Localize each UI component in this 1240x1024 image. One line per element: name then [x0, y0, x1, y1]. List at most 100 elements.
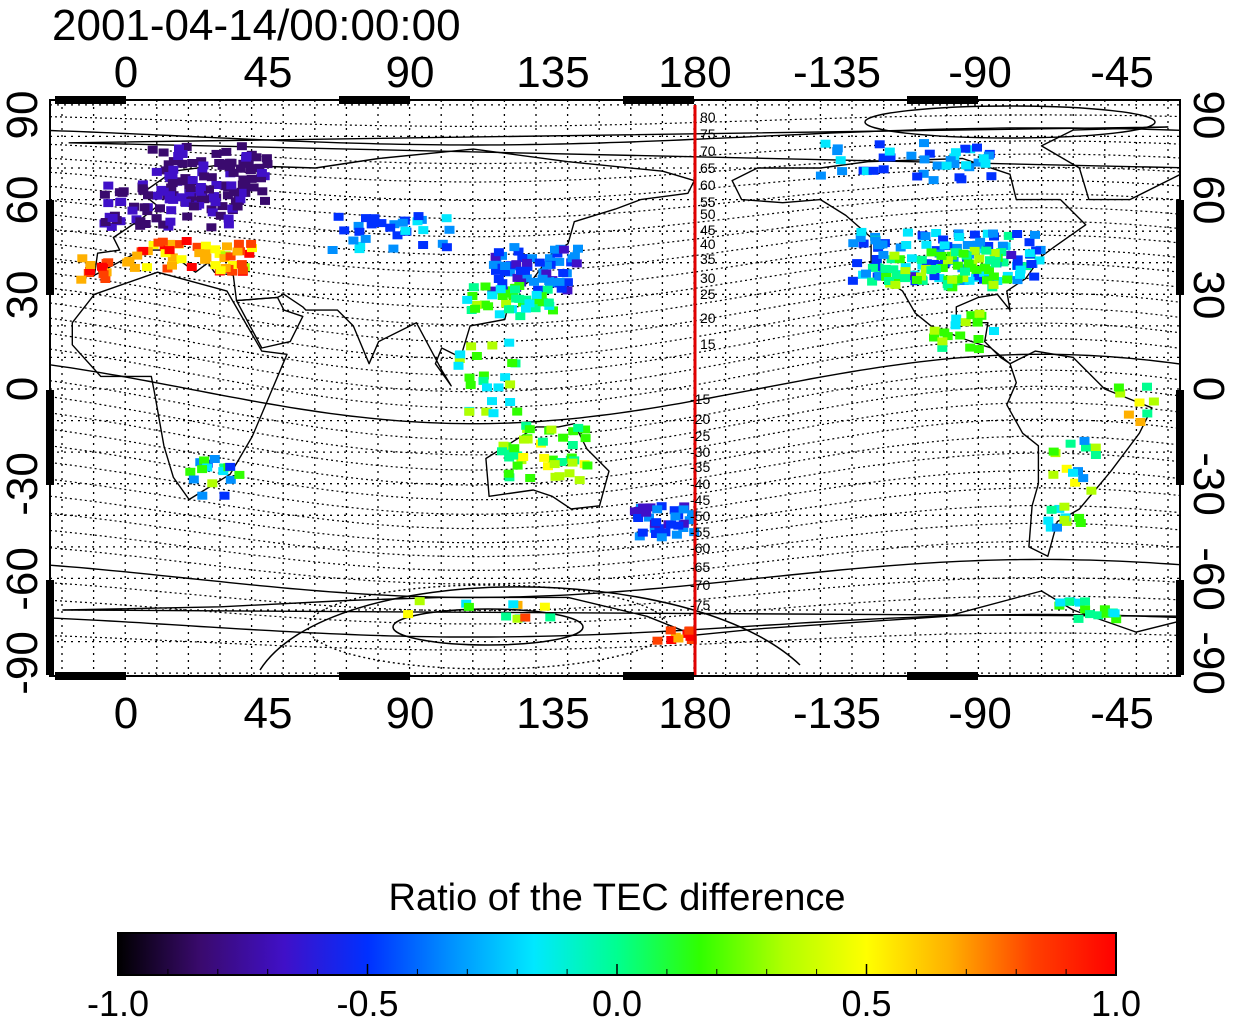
tec-ratio-cell: [222, 242, 232, 251]
geomagnetic-contour: [50, 577, 1180, 612]
right-latitude-label: 60: [1184, 176, 1233, 225]
tec-ratio-cell: [509, 243, 520, 252]
tec-ratio-cell: [1055, 598, 1066, 607]
frame-bar-segment: [55, 96, 126, 104]
tec-ratio-cell: [941, 161, 952, 170]
bottom-longitude-label: -45: [1090, 689, 1154, 738]
tec-ratio-cell: [85, 261, 96, 269]
contour-label: -70: [690, 577, 710, 593]
tec-ratio-cell: [906, 151, 917, 160]
tec-ratio-cell: [166, 183, 177, 192]
tec-ratio-cell: [463, 602, 474, 611]
tec-ratio-cell: [240, 182, 251, 191]
geomagnetic-contour: [50, 353, 1180, 425]
tec-ratio-cell: [641, 508, 652, 517]
tec-ratio-cell: [930, 265, 941, 273]
tec-ratio-cell: [1059, 502, 1070, 511]
tec-ratio-cell: [567, 441, 578, 449]
tec-ratio-cell: [884, 147, 895, 156]
tec-ratio-cell: [1099, 605, 1110, 614]
tec-ratio-cell: [666, 636, 677, 644]
tec-ratio-cell: [958, 249, 969, 258]
tec-ratio-cell: [1068, 468, 1078, 477]
tec-ratio-cell: [181, 142, 192, 151]
tec-ratio-cell: [498, 441, 509, 450]
tec-ratio-cell: [366, 220, 377, 229]
tec-ratio-cell: [1034, 256, 1045, 265]
tec-ratio-cell: [188, 202, 199, 211]
tec-ratio-cell: [234, 470, 245, 479]
tec-ratio-cell: [413, 212, 424, 221]
tec-ratio-cell: [975, 237, 986, 246]
tec-ratio-cell: [168, 157, 179, 166]
tec-ratio-cell: [453, 361, 464, 370]
tec-ratio-cell: [151, 167, 162, 176]
tec-ratio-cell: [184, 189, 195, 197]
tec-ratio-cell: [515, 312, 526, 321]
tec-ratio-cell: [414, 597, 425, 606]
geomagnetic-contour: [50, 402, 1180, 471]
right-latitude-label: -90: [1184, 631, 1233, 695]
tec-ratio-cell: [1142, 382, 1152, 391]
tec-ratio-cell: [187, 196, 198, 205]
tec-ratio-cell: [520, 613, 531, 622]
geomagnetic-contour: [50, 595, 1180, 625]
tec-ratio-cell: [158, 148, 169, 157]
tec-ratio-cell: [491, 266, 501, 275]
contour-label: -65: [690, 559, 710, 575]
tec-ratio-cell: [920, 264, 931, 273]
geomagnetic-contour: [50, 166, 1180, 201]
tec-ratio-cell: [969, 230, 980, 239]
tec-ratio-cell: [209, 192, 219, 201]
tec-ratio-cell: [638, 503, 649, 512]
tec-ratio-cell: [666, 520, 677, 529]
tec-ratio-cell: [232, 247, 243, 256]
tec-ratio-cell: [505, 261, 516, 270]
tec-ratio-cell: [501, 299, 512, 308]
tec-ratio-cell: [562, 278, 573, 287]
tec-ratio-cell: [947, 275, 958, 284]
tec-ratio-cell: [225, 462, 236, 471]
tec-ratio-cell: [1134, 398, 1145, 407]
left-latitude-label: 90: [0, 91, 47, 140]
tec-ratio-cell: [165, 217, 176, 226]
frame-bar-segment: [46, 580, 54, 675]
tec-ratio-cell: [215, 211, 226, 220]
tec-ratio-cell: [462, 295, 473, 304]
tec-ratio-cell: [847, 276, 858, 285]
geomagnetic-contour: [50, 369, 1180, 440]
tec-ratio-cell: [106, 222, 117, 231]
geomagnetic-contour: [50, 469, 1180, 530]
tec-ratio-cell: [894, 255, 905, 264]
tec-ratio-cell: [549, 460, 560, 469]
tec-ratio-cell: [684, 516, 695, 525]
tec-ratio-cell: [497, 447, 507, 456]
tec-ratio-cell: [815, 171, 826, 180]
arabia-coastline: [235, 296, 304, 349]
tec-ratio-cell: [556, 284, 567, 293]
tec-ratio-cell: [224, 158, 235, 167]
tec-ratio-cell: [984, 266, 994, 275]
tec-ratio-cell: [958, 274, 969, 283]
tec-ratio-cell: [1015, 270, 1025, 279]
tec-ratio-cell: [220, 264, 231, 272]
top-longitude-label: -90: [948, 48, 1012, 97]
tec-ratio-cell: [654, 524, 665, 533]
tec-ratio-cell: [545, 254, 555, 263]
tec-ratio-cell: [1109, 609, 1120, 618]
tec-ratio-cell: [938, 235, 949, 244]
tec-ratio-cell: [651, 518, 662, 527]
tec-ratio-cell: [510, 285, 520, 294]
tec-ratio-cell: [974, 309, 985, 318]
tec-ratio-cell: [858, 239, 869, 248]
tec-ratio-cell: [107, 214, 118, 222]
tec-ratio-cell: [981, 246, 992, 255]
tec-ratio-cell: [1012, 230, 1023, 238]
tec-ratio-cell: [541, 261, 552, 270]
tec-ratio-cell: [167, 179, 178, 188]
tec-ratio-cell: [652, 636, 663, 645]
tec-ratio-cell: [197, 465, 208, 474]
tec-ratio-cell: [870, 236, 881, 245]
tec-ratio-cell: [629, 507, 640, 516]
